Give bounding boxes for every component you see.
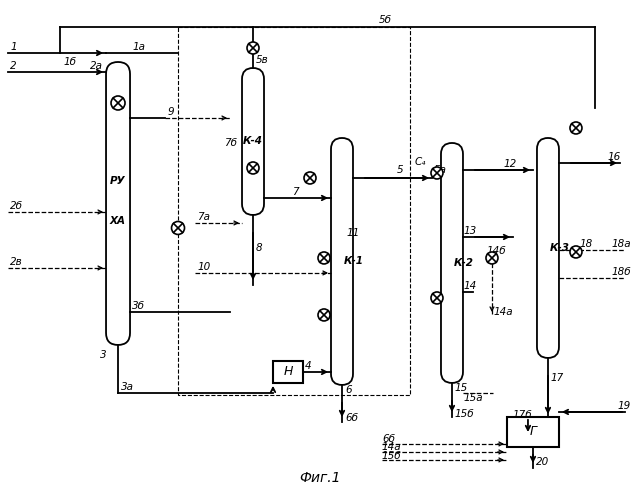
Text: 3а: 3а bbox=[121, 382, 134, 392]
Text: 20: 20 bbox=[536, 457, 549, 467]
Text: 15б: 15б bbox=[455, 409, 475, 419]
Text: 4: 4 bbox=[305, 361, 312, 371]
Text: 17: 17 bbox=[551, 373, 564, 383]
Circle shape bbox=[431, 292, 443, 304]
Text: 5а: 5а bbox=[434, 165, 447, 175]
Text: Н: Н bbox=[284, 365, 292, 378]
Text: 5в: 5в bbox=[256, 55, 269, 65]
Bar bbox=[507, 417, 559, 447]
Text: 5: 5 bbox=[397, 165, 404, 175]
Text: 18б: 18б bbox=[612, 267, 632, 277]
Text: 2в: 2в bbox=[10, 257, 23, 267]
FancyBboxPatch shape bbox=[331, 138, 353, 385]
Text: ХА: ХА bbox=[110, 216, 126, 226]
Circle shape bbox=[570, 122, 582, 134]
FancyBboxPatch shape bbox=[242, 68, 264, 215]
Text: К-2: К-2 bbox=[454, 258, 474, 268]
Circle shape bbox=[431, 167, 443, 179]
Circle shape bbox=[247, 162, 259, 174]
Text: 14б: 14б bbox=[487, 246, 507, 256]
Text: 2а: 2а bbox=[90, 61, 103, 71]
Text: 9: 9 bbox=[168, 107, 175, 117]
Text: 12: 12 bbox=[504, 159, 517, 169]
Text: 18а: 18а bbox=[612, 239, 632, 249]
Text: К-3: К-3 bbox=[550, 243, 570, 253]
Circle shape bbox=[172, 222, 184, 234]
Circle shape bbox=[247, 42, 259, 54]
Text: 15б: 15б bbox=[382, 451, 402, 461]
Text: С₄: С₄ bbox=[415, 157, 426, 167]
Circle shape bbox=[486, 252, 498, 264]
Text: 7б: 7б bbox=[224, 138, 237, 148]
Text: 6б: 6б bbox=[345, 413, 358, 423]
Text: 7а: 7а bbox=[197, 212, 210, 222]
Text: К-1: К-1 bbox=[344, 257, 364, 266]
Text: 8: 8 bbox=[256, 243, 262, 253]
Text: 3б: 3б bbox=[132, 301, 145, 311]
FancyBboxPatch shape bbox=[106, 62, 130, 345]
Text: 10: 10 bbox=[197, 262, 211, 272]
Text: К-4: К-4 bbox=[243, 136, 263, 147]
Text: 17б: 17б bbox=[513, 410, 532, 420]
Text: 1б: 1б bbox=[63, 57, 76, 67]
Text: 14а: 14а bbox=[382, 442, 402, 452]
Bar bbox=[178, 27, 410, 395]
FancyBboxPatch shape bbox=[537, 138, 559, 358]
Text: 15: 15 bbox=[455, 383, 468, 393]
Circle shape bbox=[570, 246, 582, 258]
Text: 2б: 2б bbox=[10, 201, 23, 211]
Text: Г: Г bbox=[529, 426, 536, 438]
Text: 5б: 5б bbox=[378, 15, 392, 25]
Text: 7: 7 bbox=[292, 187, 299, 197]
FancyBboxPatch shape bbox=[441, 143, 463, 383]
Text: 6: 6 bbox=[345, 385, 351, 395]
Text: 11: 11 bbox=[347, 228, 360, 238]
Bar bbox=[273, 361, 303, 383]
Text: Фиг.1: Фиг.1 bbox=[300, 471, 340, 485]
Circle shape bbox=[318, 252, 330, 264]
Circle shape bbox=[304, 172, 316, 184]
Text: 14: 14 bbox=[464, 281, 477, 291]
Text: 15а: 15а bbox=[464, 393, 484, 403]
Text: 16: 16 bbox=[608, 152, 621, 162]
Text: 18: 18 bbox=[580, 239, 593, 249]
Text: 2: 2 bbox=[10, 61, 17, 71]
Circle shape bbox=[111, 96, 125, 110]
Circle shape bbox=[318, 309, 330, 321]
Text: 3: 3 bbox=[100, 350, 107, 360]
Text: 6б: 6б bbox=[382, 434, 395, 444]
Text: 13: 13 bbox=[464, 226, 477, 236]
Text: 19: 19 bbox=[618, 401, 631, 411]
Text: 1: 1 bbox=[10, 42, 17, 52]
Text: 14а: 14а bbox=[494, 307, 513, 317]
Text: РУ: РУ bbox=[110, 176, 126, 187]
Text: 1а: 1а bbox=[132, 42, 145, 52]
